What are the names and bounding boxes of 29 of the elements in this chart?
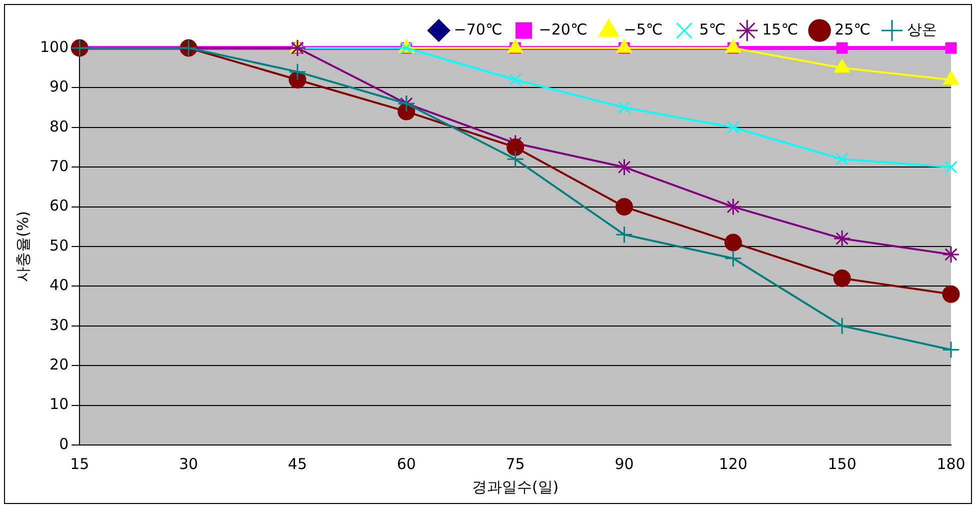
x-tick-label: 45 [288, 454, 308, 473]
x-tick-label: 180 [936, 454, 966, 473]
y-tick-label: 100 [40, 38, 69, 56]
x-tick-label: 15 [70, 454, 90, 473]
y-tick-label: 60 [50, 196, 69, 215]
y-tick-label: 0 [59, 434, 69, 453]
x-axis-title: 경과일수(일) [472, 478, 559, 496]
legend-label: −20℃ [538, 20, 588, 38]
legend-label: 상온 [907, 20, 937, 38]
x-tick-label: 90 [614, 454, 634, 473]
y-tick-label: 80 [50, 117, 69, 136]
y-axis-title: 사충율(%) [14, 211, 32, 282]
y-tick-label: 20 [50, 355, 69, 374]
y-tick-label: 90 [50, 78, 69, 96]
y-tick-label: 30 [50, 316, 69, 334]
x-tick-label: 150 [828, 454, 856, 473]
x-tick-label: 30 [179, 454, 198, 473]
y-tick-label: 50 [50, 236, 69, 254]
x-tick-label: 75 [506, 454, 525, 473]
legend-label: 5℃ [699, 20, 726, 38]
x-tick-label: 60 [396, 454, 416, 473]
y-tick-label: 70 [50, 156, 69, 175]
legend-label: 25℃ [834, 20, 871, 38]
legend-label: −5℃ [624, 20, 663, 38]
y-tick-label: 40 [50, 276, 69, 294]
legend-label: −70℃ [454, 20, 502, 38]
y-tick-label: 10 [50, 395, 69, 414]
legend-label: 15℃ [762, 20, 798, 38]
x-tick-label: 120 [718, 454, 748, 473]
